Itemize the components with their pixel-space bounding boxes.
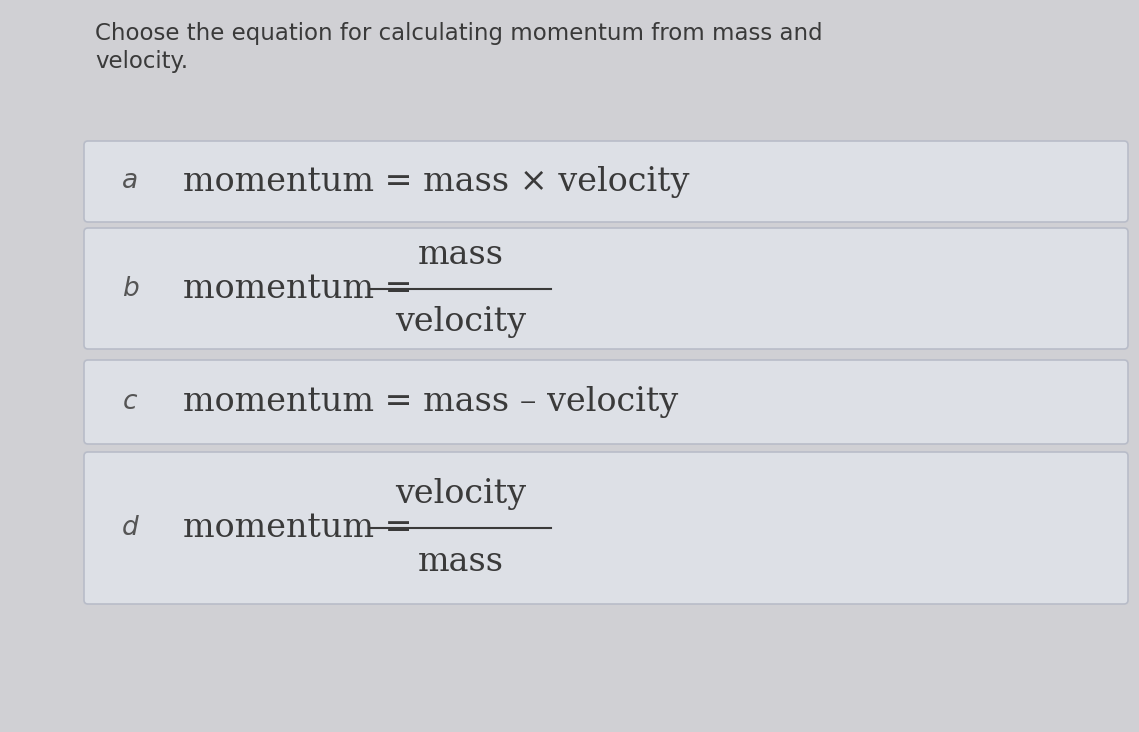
Text: d: d xyxy=(122,515,138,541)
Text: momentum =: momentum = xyxy=(183,272,412,305)
Text: momentum = mass – velocity: momentum = mass – velocity xyxy=(183,386,678,418)
FancyBboxPatch shape xyxy=(84,228,1128,349)
Text: a: a xyxy=(122,168,138,195)
Text: momentum =: momentum = xyxy=(183,512,412,544)
FancyBboxPatch shape xyxy=(84,360,1128,444)
Text: Choose the equation for calculating momentum from mass and: Choose the equation for calculating mome… xyxy=(95,22,822,45)
Text: mass: mass xyxy=(418,546,503,578)
Text: momentum = mass × velocity: momentum = mass × velocity xyxy=(183,165,689,198)
Text: c: c xyxy=(123,389,138,415)
Text: velocity: velocity xyxy=(395,478,526,510)
FancyBboxPatch shape xyxy=(84,141,1128,222)
Text: velocity.: velocity. xyxy=(95,50,188,73)
Text: velocity: velocity xyxy=(395,307,526,338)
Text: mass: mass xyxy=(418,239,503,271)
Text: b: b xyxy=(122,275,138,302)
FancyBboxPatch shape xyxy=(84,452,1128,604)
